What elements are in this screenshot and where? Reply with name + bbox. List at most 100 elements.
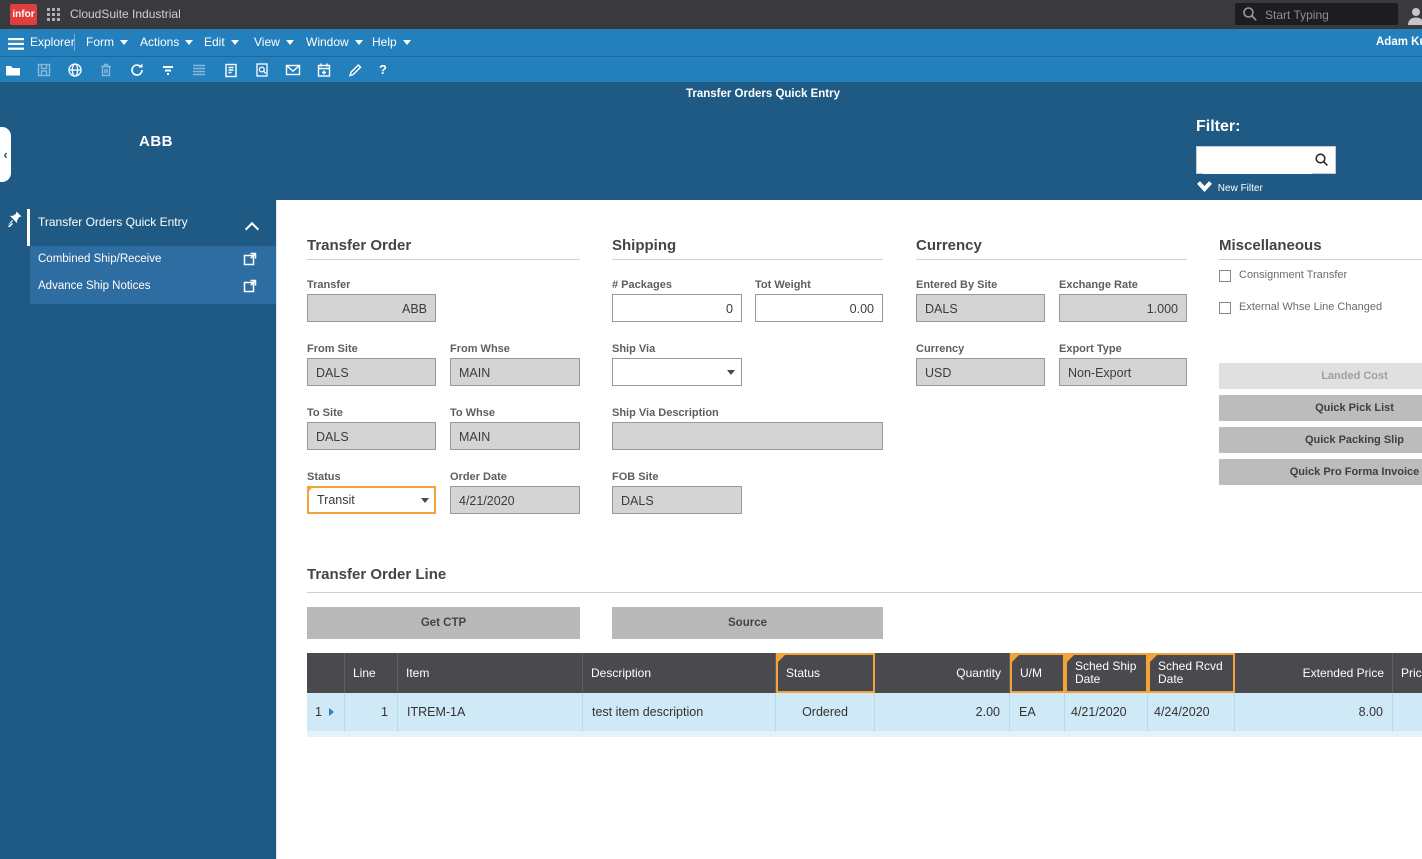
print-preview-icon[interactable] <box>254 62 270 78</box>
landed-cost-button: Landed Cost <box>1219 363 1422 389</box>
grid-header-sched-rcvd-date[interactable]: Sched Rcvd Date <box>1148 653 1235 693</box>
quick-pick-list-button[interactable]: Quick Pick List <box>1219 395 1422 421</box>
quick-packing-slip-button[interactable]: Quick Packing Slip <box>1219 427 1422 453</box>
grid-header-status[interactable]: Status <box>776 653 875 693</box>
menu-actions[interactable]: Actions <box>140 29 194 56</box>
cell-sched-rcvd-date[interactable]: 4/24/2020 <box>1148 693 1235 731</box>
from-whse-field[interactable]: MAIN <box>450 358 580 386</box>
modified-corner-icon <box>1012 655 1019 662</box>
cell-extended-price[interactable]: 8.00 <box>1235 693 1393 731</box>
current-user[interactable]: Adam Ku <box>1376 36 1422 48</box>
globe-icon[interactable] <box>67 62 83 78</box>
cell-description[interactable]: test item description <box>583 693 776 731</box>
status-dropdown[interactable]: Transit <box>307 486 436 514</box>
entered-by-site-label: Entered By Site <box>916 279 998 291</box>
save-icon <box>36 62 52 78</box>
active-item-indicator <box>27 209 30 246</box>
status-dropdown-caret-icon[interactable] <box>421 498 429 503</box>
packages-field[interactable]: 0 <box>612 294 742 322</box>
cell-quantity[interactable]: 2.00 <box>875 693 1010 731</box>
get-ctp-button[interactable]: Get CTP <box>307 607 580 639</box>
filter-icon[interactable] <box>160 62 176 78</box>
exchange-rate-field[interactable]: 1.000 <box>1059 294 1187 322</box>
open-folder-icon[interactable] <box>5 62 21 78</box>
infor-logo: infor <box>10 4 37 25</box>
email-icon[interactable] <box>285 62 301 78</box>
external-whse-line-changed-checkbox[interactable] <box>1219 302 1231 314</box>
grid-header-item[interactable]: Item <box>398 653 583 693</box>
filter-label: Filter: <box>1196 118 1241 135</box>
fob-site-field[interactable]: DALS <box>612 486 742 514</box>
grid-header-line[interactable]: Line <box>345 653 398 693</box>
cell-price-code[interactable] <box>1393 693 1422 731</box>
exchange-rate-label: Exchange Rate <box>1059 279 1138 291</box>
modified-corner-icon <box>778 655 785 662</box>
source-button[interactable]: Source <box>612 607 883 639</box>
grid-header-quantity[interactable]: Quantity <box>875 653 1010 693</box>
user-avatar-icon[interactable] <box>1407 7 1422 30</box>
filter-input[interactable] <box>1203 148 1312 174</box>
schedule-dates-icon[interactable] <box>316 62 332 78</box>
grid-header-price-code[interactable]: Price Code <box>1393 653 1422 693</box>
section-rule <box>1219 259 1422 260</box>
cell-sched-ship-date[interactable]: 4/21/2020 <box>1065 693 1148 731</box>
menu-edit-label: Edit <box>204 35 225 49</box>
multi-view-icon <box>191 62 207 78</box>
menu-help[interactable]: Help <box>372 29 411 56</box>
sidebar-edge <box>276 200 277 859</box>
new-filter-button[interactable]: New Filter <box>1197 181 1263 195</box>
currency-field[interactable]: USD <box>916 358 1045 386</box>
grid-row-selector[interactable]: 1 <box>307 693 345 731</box>
sidebar <box>0 200 276 859</box>
grid-header-description[interactable]: Description <box>583 653 776 693</box>
entered-by-site-field[interactable]: DALS <box>916 294 1045 322</box>
sidebar-item-combined-ship-receive[interactable]: Combined Ship/Receive <box>38 253 162 265</box>
help-icon[interactable]: ? <box>379 62 387 77</box>
ship-via-dropdown[interactable] <box>612 358 742 386</box>
grid-header-extended-price[interactable]: Extended Price <box>1235 653 1393 693</box>
notes-icon[interactable] <box>223 62 239 78</box>
from-site-field[interactable]: DALS <box>307 358 436 386</box>
current-row-arrow-icon <box>328 708 334 716</box>
global-search[interactable] <box>1235 3 1398 27</box>
external-link-icon[interactable] <box>243 279 257 293</box>
order-date-field[interactable]: 4/21/2020 <box>450 486 580 514</box>
section-rule <box>916 259 1187 260</box>
menu-form[interactable]: Form <box>86 29 128 56</box>
collapse-panel-button[interactable]: ‹ <box>0 127 11 182</box>
cell-status[interactable]: Ordered <box>776 693 875 731</box>
global-search-input[interactable] <box>1263 3 1397 27</box>
new-filter-chevron-icon <box>1197 181 1215 195</box>
to-site-field[interactable]: DALS <box>307 422 436 450</box>
to-whse-field[interactable]: MAIN <box>450 422 580 450</box>
sidebar-item-transfer-orders-quick-entry[interactable]: Transfer Orders Quick Entry <box>38 215 188 229</box>
cell-line[interactable]: 1 <box>345 693 398 731</box>
menu-edit[interactable]: Edit <box>204 29 239 56</box>
pin-icon[interactable] <box>6 210 23 232</box>
design-icon[interactable] <box>347 62 363 78</box>
quick-pro-forma-invoice-button[interactable]: Quick Pro Forma Invoice <box>1219 459 1422 485</box>
menu-window[interactable]: Window <box>306 29 363 56</box>
grid-header-um[interactable]: U/M <box>1010 653 1065 693</box>
chevron-down-icon <box>285 40 294 46</box>
grid-header-sched-ship-date[interactable]: Sched Ship Date <box>1065 653 1148 693</box>
cell-um[interactable]: EA <box>1010 693 1065 731</box>
tot-weight-field[interactable]: 0.00 <box>755 294 883 322</box>
filter-search-icon[interactable] <box>1314 152 1330 173</box>
menu-view[interactable]: View <box>254 29 294 56</box>
external-link-icon[interactable] <box>243 252 257 266</box>
sidebar-item-advance-ship-notices[interactable]: Advance Ship Notices <box>38 280 151 292</box>
sidebar-submenu: Combined Ship/Receive Advance Ship Notic… <box>30 246 276 304</box>
app-switcher-icon[interactable] <box>47 8 61 22</box>
top-bar: infor CloudSuite Industrial <box>0 0 1422 29</box>
consignment-transfer-checkbox[interactable] <box>1219 270 1231 282</box>
grid-header-row-selector[interactable] <box>307 653 345 693</box>
to-site-label: To Site <box>307 407 343 419</box>
export-type-field[interactable]: Non-Export <box>1059 358 1187 386</box>
explorer-button[interactable]: Explorer <box>30 35 75 49</box>
cell-item[interactable]: ITREM-1A <box>398 693 583 731</box>
transfer-field[interactable]: ABB <box>307 294 436 322</box>
ship-via-caret-icon[interactable] <box>727 370 735 375</box>
refresh-icon[interactable] <box>129 62 145 78</box>
ship-via-desc-field[interactable] <box>612 422 883 450</box>
